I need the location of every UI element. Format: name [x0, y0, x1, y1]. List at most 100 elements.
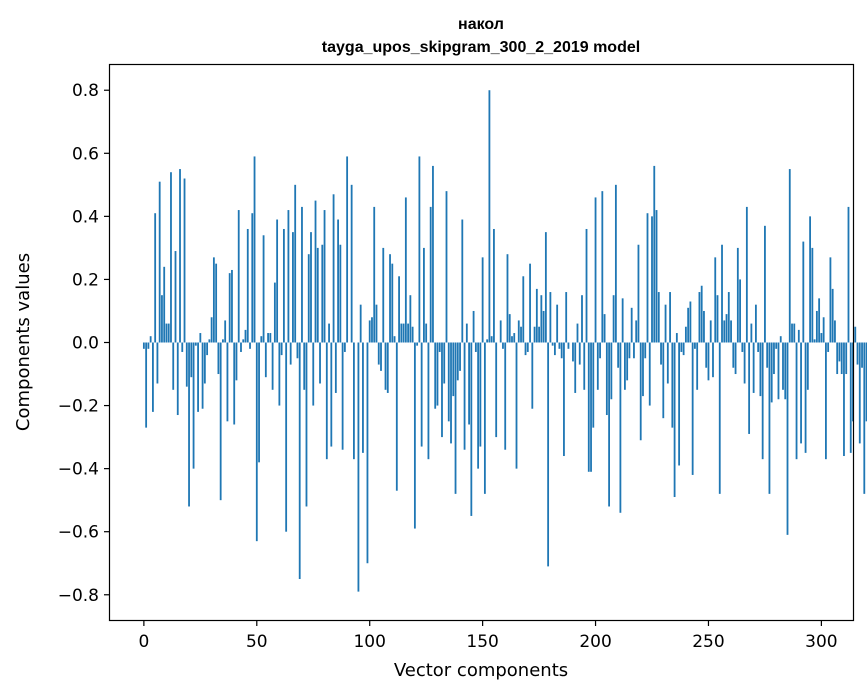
bar	[301, 206, 303, 343]
bar	[176, 342, 179, 416]
bar	[445, 191, 448, 343]
bar	[273, 282, 276, 343]
bar	[242, 339, 245, 343]
bar	[815, 310, 818, 343]
bar	[366, 342, 369, 564]
bar	[820, 333, 823, 343]
bar	[791, 323, 793, 343]
bar	[811, 247, 814, 343]
bar	[558, 342, 561, 349]
bar	[553, 342, 556, 356]
bar	[829, 257, 832, 343]
bar	[389, 254, 391, 343]
bar	[310, 232, 312, 343]
chart-title-line-1: накол	[458, 16, 504, 33]
bar	[217, 342, 220, 375]
bar	[400, 323, 403, 343]
bar	[429, 206, 432, 343]
bar	[761, 342, 764, 460]
bar	[350, 184, 353, 343]
bar	[517, 320, 520, 343]
bar	[468, 342, 470, 425]
bar	[330, 342, 333, 447]
y-tick-label: 0.4	[72, 207, 99, 227]
bar	[359, 304, 362, 343]
bar	[662, 342, 665, 419]
bar	[732, 342, 735, 368]
bar	[637, 244, 640, 343]
bar	[203, 342, 206, 384]
bar	[305, 342, 308, 507]
bar	[425, 323, 428, 343]
bar	[678, 342, 681, 466]
bar	[409, 295, 412, 343]
x-tick-label: 250	[692, 632, 724, 652]
bar	[278, 342, 281, 406]
bar	[766, 342, 769, 368]
bar	[522, 276, 525, 343]
bar	[172, 342, 175, 390]
x-tick-label: 300	[805, 632, 837, 652]
bar	[669, 292, 671, 343]
bar	[251, 213, 254, 343]
bar	[190, 342, 193, 378]
bar	[474, 342, 477, 352]
bar	[633, 342, 635, 359]
bar	[777, 342, 780, 400]
y-tick-label: 0.8	[72, 81, 99, 101]
bar	[325, 342, 328, 460]
bar	[825, 342, 827, 460]
bar	[759, 342, 762, 397]
bar	[666, 342, 669, 384]
bar	[486, 339, 489, 343]
bar	[544, 232, 547, 343]
bar	[630, 307, 633, 343]
bar	[698, 292, 701, 343]
bar	[314, 200, 317, 343]
bar	[465, 323, 468, 343]
bar	[262, 235, 265, 343]
bar	[644, 342, 647, 359]
bar	[610, 342, 613, 400]
bar	[513, 333, 516, 343]
bar	[504, 342, 507, 450]
bar	[411, 326, 414, 343]
bar	[565, 292, 568, 343]
bar	[716, 295, 719, 343]
bar	[529, 263, 531, 343]
bar	[477, 342, 480, 469]
bar	[775, 342, 778, 349]
bar	[657, 292, 660, 343]
bar	[626, 342, 629, 381]
bar	[233, 342, 236, 425]
bar	[734, 342, 737, 375]
bar	[526, 342, 529, 352]
bar	[682, 342, 685, 356]
bar	[714, 257, 717, 343]
bar	[567, 342, 570, 349]
bar	[167, 323, 170, 343]
bar	[260, 336, 263, 343]
y-tick-label: −0.8	[58, 586, 99, 606]
bar	[822, 317, 825, 343]
bar	[764, 225, 766, 343]
bar	[253, 156, 256, 343]
bar	[535, 288, 538, 343]
bar	[506, 254, 509, 343]
bar	[240, 342, 242, 352]
bar	[334, 342, 337, 393]
bar	[854, 326, 857, 343]
bar	[605, 342, 608, 416]
bar	[161, 295, 163, 343]
bar	[587, 342, 590, 472]
bar	[499, 320, 502, 343]
bar	[156, 342, 159, 384]
x-tick-label: 150	[466, 632, 498, 652]
bar	[170, 172, 172, 343]
bar	[436, 342, 439, 406]
bar	[454, 342, 457, 494]
bar	[754, 304, 757, 343]
bar	[723, 320, 726, 343]
bar	[646, 213, 649, 343]
bar	[635, 320, 638, 343]
